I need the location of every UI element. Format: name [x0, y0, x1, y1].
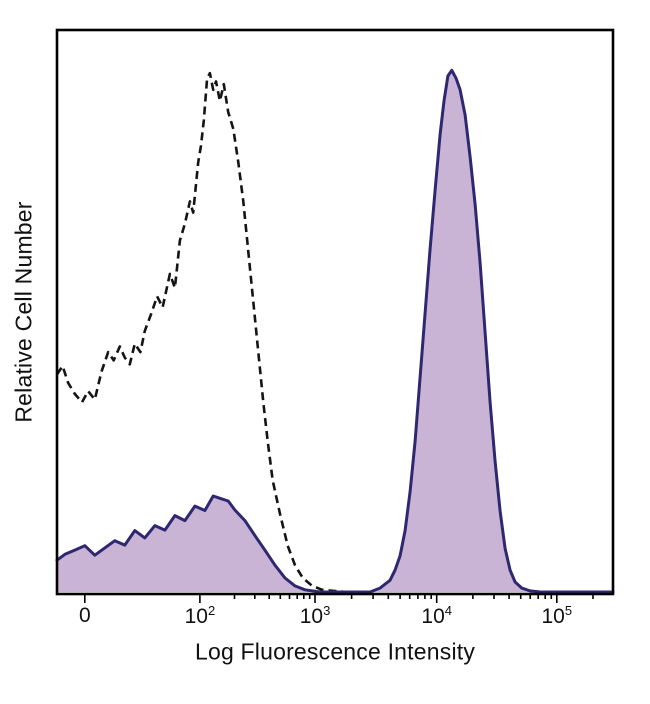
stained-curve: [55, 68, 615, 594]
stained-histogram-fill: [57, 70, 613, 593]
x-tick-label: 104: [421, 603, 452, 628]
x-tick-label: 105: [541, 603, 573, 628]
x-axis-label: Log Fluorescence Intensity: [194, 638, 476, 665]
x-tick-label: 102: [184, 603, 216, 628]
control-curve: [55, 71, 347, 594]
x-axis-ticks: [84, 594, 594, 603]
x-tick-label: 103: [299, 603, 331, 628]
plot-frame: [55, 28, 615, 596]
x-tick-label: 0: [78, 604, 91, 627]
y-axis-label: Relative Cell Number: [10, 201, 37, 423]
